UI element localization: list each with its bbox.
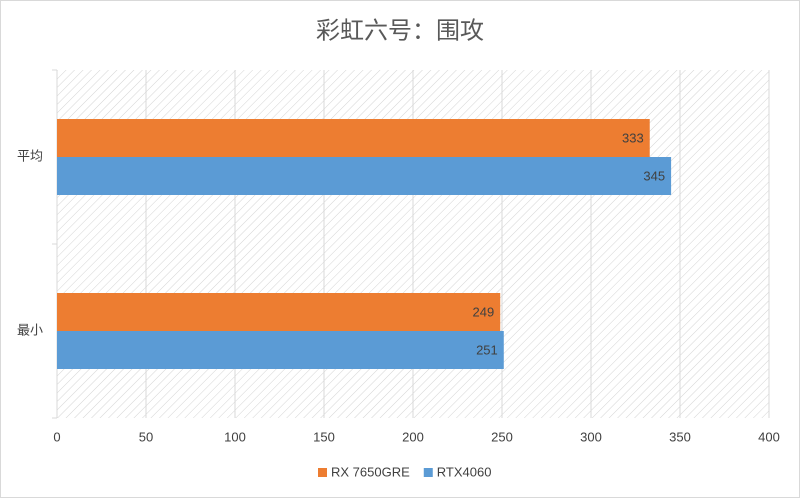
x-tick-label: 50	[139, 429, 153, 444]
bar	[57, 119, 650, 157]
bar	[57, 157, 672, 195]
bar	[57, 331, 504, 369]
x-tick-label: 0	[53, 429, 60, 444]
legend-label: RTX4060	[437, 464, 492, 479]
x-tick-label: 300	[580, 429, 602, 444]
y-tick-label: 最小	[17, 322, 43, 337]
x-tick-label: 100	[224, 429, 246, 444]
legend-swatch	[318, 468, 327, 477]
data-label: 249	[473, 304, 495, 319]
x-tick-label: 250	[491, 429, 513, 444]
legend-swatch	[423, 468, 433, 477]
data-label: 345	[643, 168, 665, 183]
data-label: 333	[622, 130, 644, 145]
x-tick-label: 200	[402, 429, 424, 444]
data-label: 251	[476, 342, 498, 357]
x-tick-label: 400	[758, 429, 780, 444]
y-tick-label: 平均	[17, 148, 43, 163]
x-tick-label: 350	[669, 429, 691, 444]
chart-title: 彩虹六号：围攻	[316, 17, 484, 44]
bar	[57, 293, 501, 331]
x-tick-label: 150	[313, 429, 335, 444]
legend-label: RX 7650GRE	[331, 464, 410, 479]
